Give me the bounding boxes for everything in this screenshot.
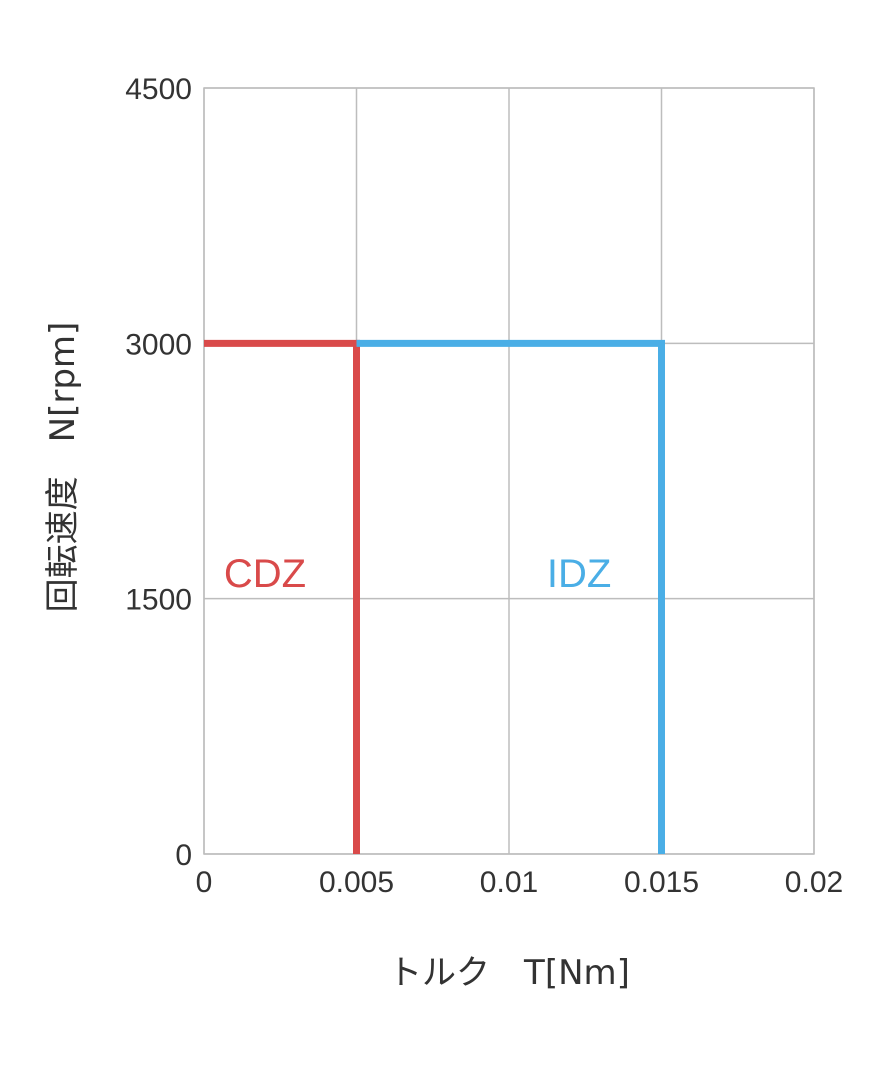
series-labels: CDZ IDZ (224, 552, 611, 596)
plot-frame (203, 87, 815, 855)
series-line-idz (356, 339, 665, 854)
x-tick-labels: 0 0.005 0.01 0.015 0.02 (196, 866, 844, 899)
grid (203, 87, 815, 855)
x-tick-label: 0.01 (480, 866, 538, 899)
y-axis-title: 回転速度 N[rpm] (43, 322, 83, 613)
y-tick-label: 3000 (125, 328, 192, 361)
y-tick-label: 1500 (125, 584, 192, 617)
y-tick-labels: 0 1500 3000 4500 (125, 73, 192, 872)
y-tick-label: 4500 (125, 73, 192, 106)
x-tick-label: 0 (196, 866, 213, 899)
x-tick-label: 0.02 (785, 866, 843, 899)
x-tick-label: 0.015 (624, 866, 699, 899)
y-tick-label: 0 (175, 839, 192, 872)
series-layer (204, 339, 665, 854)
series-label-cdz: CDZ (224, 552, 306, 596)
series-label-idz: IDZ (547, 552, 611, 596)
x-axis-title: トルク T[Nm] (388, 953, 630, 993)
x-tick-label: 0.005 (319, 866, 394, 899)
